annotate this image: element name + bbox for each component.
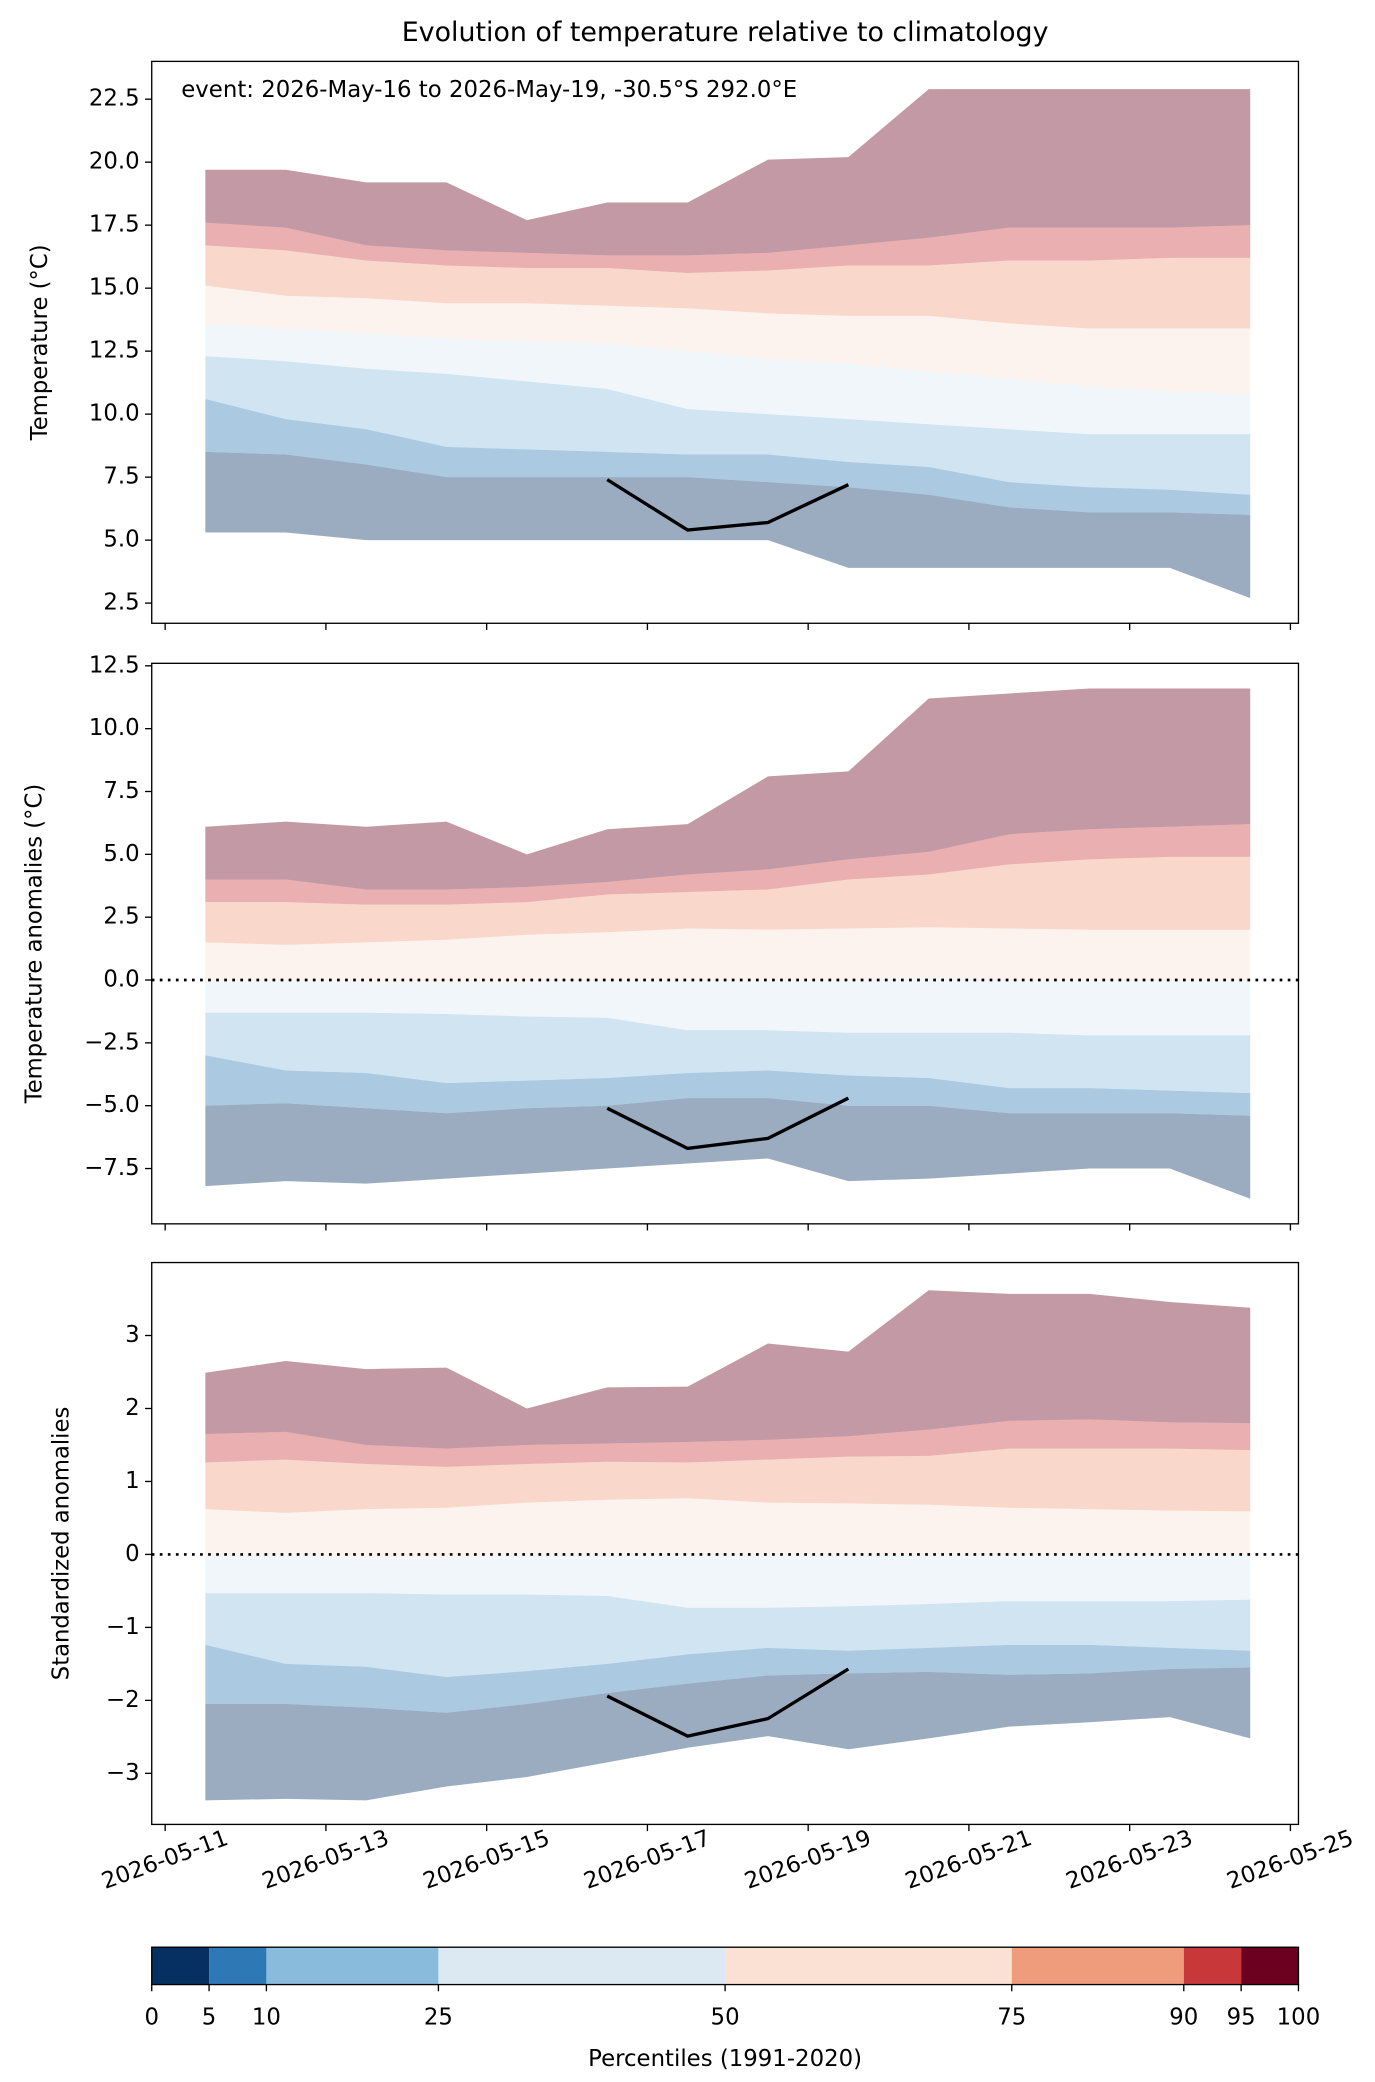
- x-tick-label: 2026-05-25: [1223, 1825, 1357, 1894]
- event-line: [606, 1096, 850, 1151]
- event-line: [606, 478, 850, 532]
- annotation: event: 2026-May-16 to 2026-May-19, -30.5…: [181, 77, 797, 103]
- y-tick-label: 7.5: [103, 464, 139, 490]
- y-tick-label: 5.0: [103, 841, 139, 867]
- percentile-band: [205, 1554, 1251, 1608]
- colorbar-tick-label: 25: [424, 2004, 453, 2030]
- percentile-band: [205, 1667, 1251, 1801]
- x-tick-label: 2026-05-19: [741, 1825, 875, 1894]
- colorbar-segment: [1011, 1947, 1184, 1985]
- y-tick-label: 5.0: [103, 527, 139, 553]
- y-tick-label: −5.0: [84, 1092, 139, 1118]
- x-tick-label: 2026-05-17: [580, 1825, 714, 1894]
- y-tick-label: 2.5: [103, 904, 139, 930]
- colorbar-tick-label: 90: [1169, 2004, 1198, 2030]
- x-tick-label: 2026-05-21: [902, 1825, 1036, 1894]
- y-tick-label: 15.0: [89, 275, 140, 301]
- colorbar-label: Percentiles (1991-2020): [588, 2046, 862, 2072]
- percentile-band: [205, 977, 1251, 1036]
- y-tick-label: −2: [106, 1687, 140, 1713]
- percentile-band: [205, 1098, 1251, 1199]
- y-tick-label: 0: [125, 1541, 140, 1567]
- colorbar-segment: [1241, 1947, 1299, 1985]
- colorbar-tick-label: 5: [202, 2004, 217, 2030]
- percentile-band: [205, 356, 1251, 495]
- colorbar-tick-label: 10: [252, 2004, 281, 2030]
- y-tick-label: 7.5: [103, 778, 139, 804]
- percentile-band: [205, 323, 1251, 435]
- percentile-band: [205, 1290, 1251, 1449]
- x-tick-label: 2026-05-11: [98, 1825, 232, 1894]
- axes-frame: [151, 662, 1300, 1225]
- y-tick-label: 10.0: [89, 715, 140, 741]
- percentile-band: [205, 856, 1251, 945]
- percentile-band: [205, 1055, 1251, 1116]
- percentile-band: [205, 1498, 1251, 1559]
- percentile-band: [205, 1419, 1251, 1467]
- y-tick-label: 2.5: [103, 590, 139, 616]
- percentile-band: [205, 1448, 1251, 1513]
- colorbar-segment: [266, 1947, 439, 1985]
- x-tick-label: 2026-05-23: [1063, 1825, 1197, 1894]
- y-axis-label: Temperature anomalies (°C): [21, 784, 47, 1104]
- y-tick-label: 12.5: [89, 338, 140, 364]
- y-tick-label: −2.5: [84, 1029, 139, 1055]
- percentile-band: [205, 1644, 1251, 1713]
- y-tick-label: 17.5: [89, 212, 140, 238]
- axes-frame: [151, 1261, 1300, 1826]
- y-tick-label: 12.5: [89, 652, 140, 678]
- percentile-band: [205, 285, 1251, 394]
- axes-frame: [151, 60, 1300, 624]
- colorbar-tick-label: 100: [1277, 2004, 1321, 2030]
- y-axis-label: Temperature (°C): [27, 244, 53, 441]
- colorbar-tick-label: 0: [144, 2004, 159, 2030]
- percentile-band: [205, 245, 1251, 329]
- y-tick-label: 2: [125, 1395, 140, 1421]
- y-tick-label: 10.0: [89, 401, 140, 427]
- event-line: [606, 1667, 850, 1738]
- percentile-band: [205, 824, 1251, 905]
- y-axis-label: Standardized anomalies: [48, 1407, 74, 1680]
- x-tick-label: 2026-05-15: [420, 1825, 554, 1894]
- y-tick-label: −3: [106, 1760, 140, 1786]
- percentile-band: [205, 688, 1251, 890]
- colorbar-tick-label: 50: [711, 2004, 740, 2030]
- percentile-band: [205, 1593, 1251, 1678]
- percentile-band: [205, 1012, 1251, 1094]
- colorbar-tick-label: 75: [997, 2004, 1026, 2030]
- y-tick-label: −7.5: [84, 1155, 139, 1181]
- percentile-band: [205, 399, 1251, 515]
- y-tick-label: 3: [125, 1322, 140, 1348]
- colorbar-segment: [209, 1947, 267, 1985]
- y-tick-label: 0.0: [103, 967, 139, 993]
- y-tick-label: −1: [106, 1614, 140, 1640]
- chart-title: Evolution of temperature relative to cli…: [402, 17, 1049, 48]
- y-tick-label: 20.0: [89, 149, 140, 175]
- percentile-band: [205, 222, 1251, 274]
- colorbar-segment: [1183, 1947, 1242, 1985]
- percentile-band: [205, 89, 1251, 256]
- x-tick-label: 2026-05-13: [259, 1825, 393, 1894]
- y-tick-label: 22.5: [89, 86, 140, 112]
- y-tick-label: 1: [125, 1468, 140, 1494]
- percentile-band: [205, 927, 1251, 983]
- colorbar-tick-label: 95: [1227, 2004, 1256, 2030]
- colorbar-segment: [438, 1947, 726, 1985]
- colorbar-segment: [151, 1947, 210, 1985]
- colorbar-segment: [725, 1947, 1012, 1985]
